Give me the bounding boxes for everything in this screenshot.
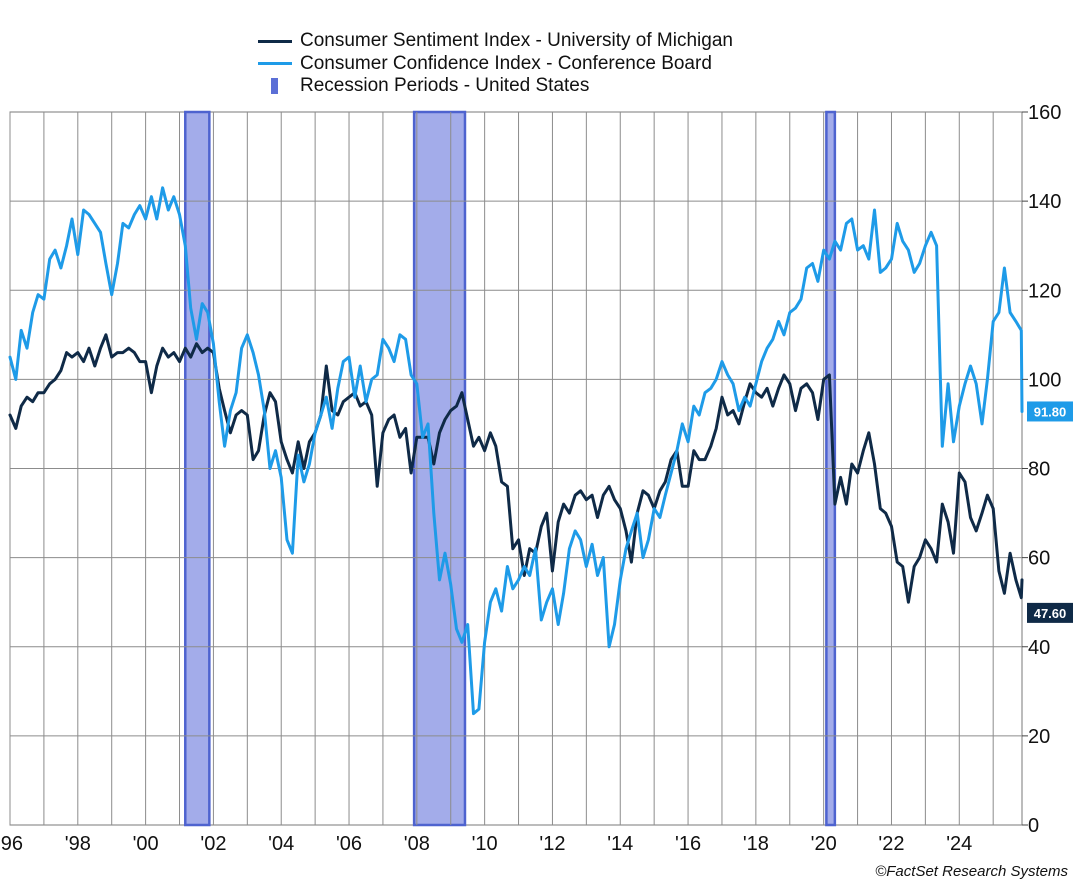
legend-swatch-recession	[271, 78, 278, 95]
last-value-badge-bg-2	[1027, 401, 1073, 422]
y-tick-label-120: 120	[1028, 280, 1061, 302]
last-value-badge-bg-1	[1027, 602, 1073, 623]
series-lines	[8, 186, 1024, 716]
last-value-badge-1: 47.60	[1027, 602, 1073, 623]
x-tick-label-2008: '08	[404, 833, 430, 855]
y-tick-label-80: 80	[1028, 459, 1050, 481]
legend-swatch-confidence	[258, 62, 292, 66]
y-tick-label-160: 160	[1028, 102, 1061, 124]
last-value-badge-text-2: 91.80	[1034, 404, 1067, 419]
y-tick-label-0: 0	[1028, 815, 1039, 837]
legend-item-recession: Recession Periods - United States	[258, 75, 733, 98]
x-tick-label-2010: '10	[472, 833, 498, 855]
x-tick-label-2020: '20	[811, 833, 837, 855]
x-tick-label-2014: '14	[607, 833, 633, 855]
y-axis-ticks: 0 20 40 60 80 100 120 140 160	[1022, 102, 1061, 837]
legend: Consumer Sentiment Index - University of…	[258, 30, 733, 98]
x-tick-label-2000: '00	[133, 833, 159, 855]
y-tick-label-20: 20	[1028, 726, 1050, 748]
legend-label-recession: Recession Periods - United States	[300, 75, 590, 97]
series-line-1	[8, 333, 1024, 604]
credit: ©FactSet Research Systems	[875, 863, 1068, 880]
x-tick-label-1998: '98	[65, 833, 91, 855]
x-tick-label-2004: '04	[268, 833, 294, 855]
legend-label-sentiment: Consumer Sentiment Index - University of…	[300, 30, 733, 52]
legend-item-sentiment: Consumer Sentiment Index - University of…	[258, 30, 733, 53]
y-tick-label-140: 140	[1028, 191, 1061, 213]
x-axis-ticks: '96 '98 '00 '02 '04 '06 '08 '10 '12 '14 '16 '18 '20 '…	[0, 833, 972, 855]
gridlines	[9, 112, 1022, 825]
x-tick-label-2002: '02	[200, 833, 226, 855]
legend-label-confidence: Consumer Confidence Index - Conference B…	[300, 52, 712, 74]
x-tick-label-2012: '12	[539, 833, 565, 855]
legend-item-confidence: Consumer Confidence Index - Conference B…	[258, 53, 733, 76]
last-value-badge-text-1: 47.60	[1034, 606, 1067, 621]
y-tick-label-60: 60	[1028, 548, 1050, 570]
x-tick-label-1996: '96	[0, 833, 23, 855]
last-value-badge-2: 91.80	[1027, 401, 1073, 422]
y-tick-label-40: 40	[1028, 637, 1050, 659]
x-tick-label-2016: '16	[675, 833, 701, 855]
series-line-2	[8, 186, 1024, 716]
x-tick-label-2024: '24	[946, 833, 972, 855]
x-tick-label-2006: '06	[336, 833, 362, 855]
legend-swatch-sentiment	[258, 39, 292, 43]
last-value-badges: 47.60 91.80	[1027, 401, 1073, 623]
x-tick-label-2022: '22	[878, 833, 904, 855]
x-tick-label-2018: '18	[743, 833, 769, 855]
y-tick-label-100: 100	[1028, 369, 1061, 391]
